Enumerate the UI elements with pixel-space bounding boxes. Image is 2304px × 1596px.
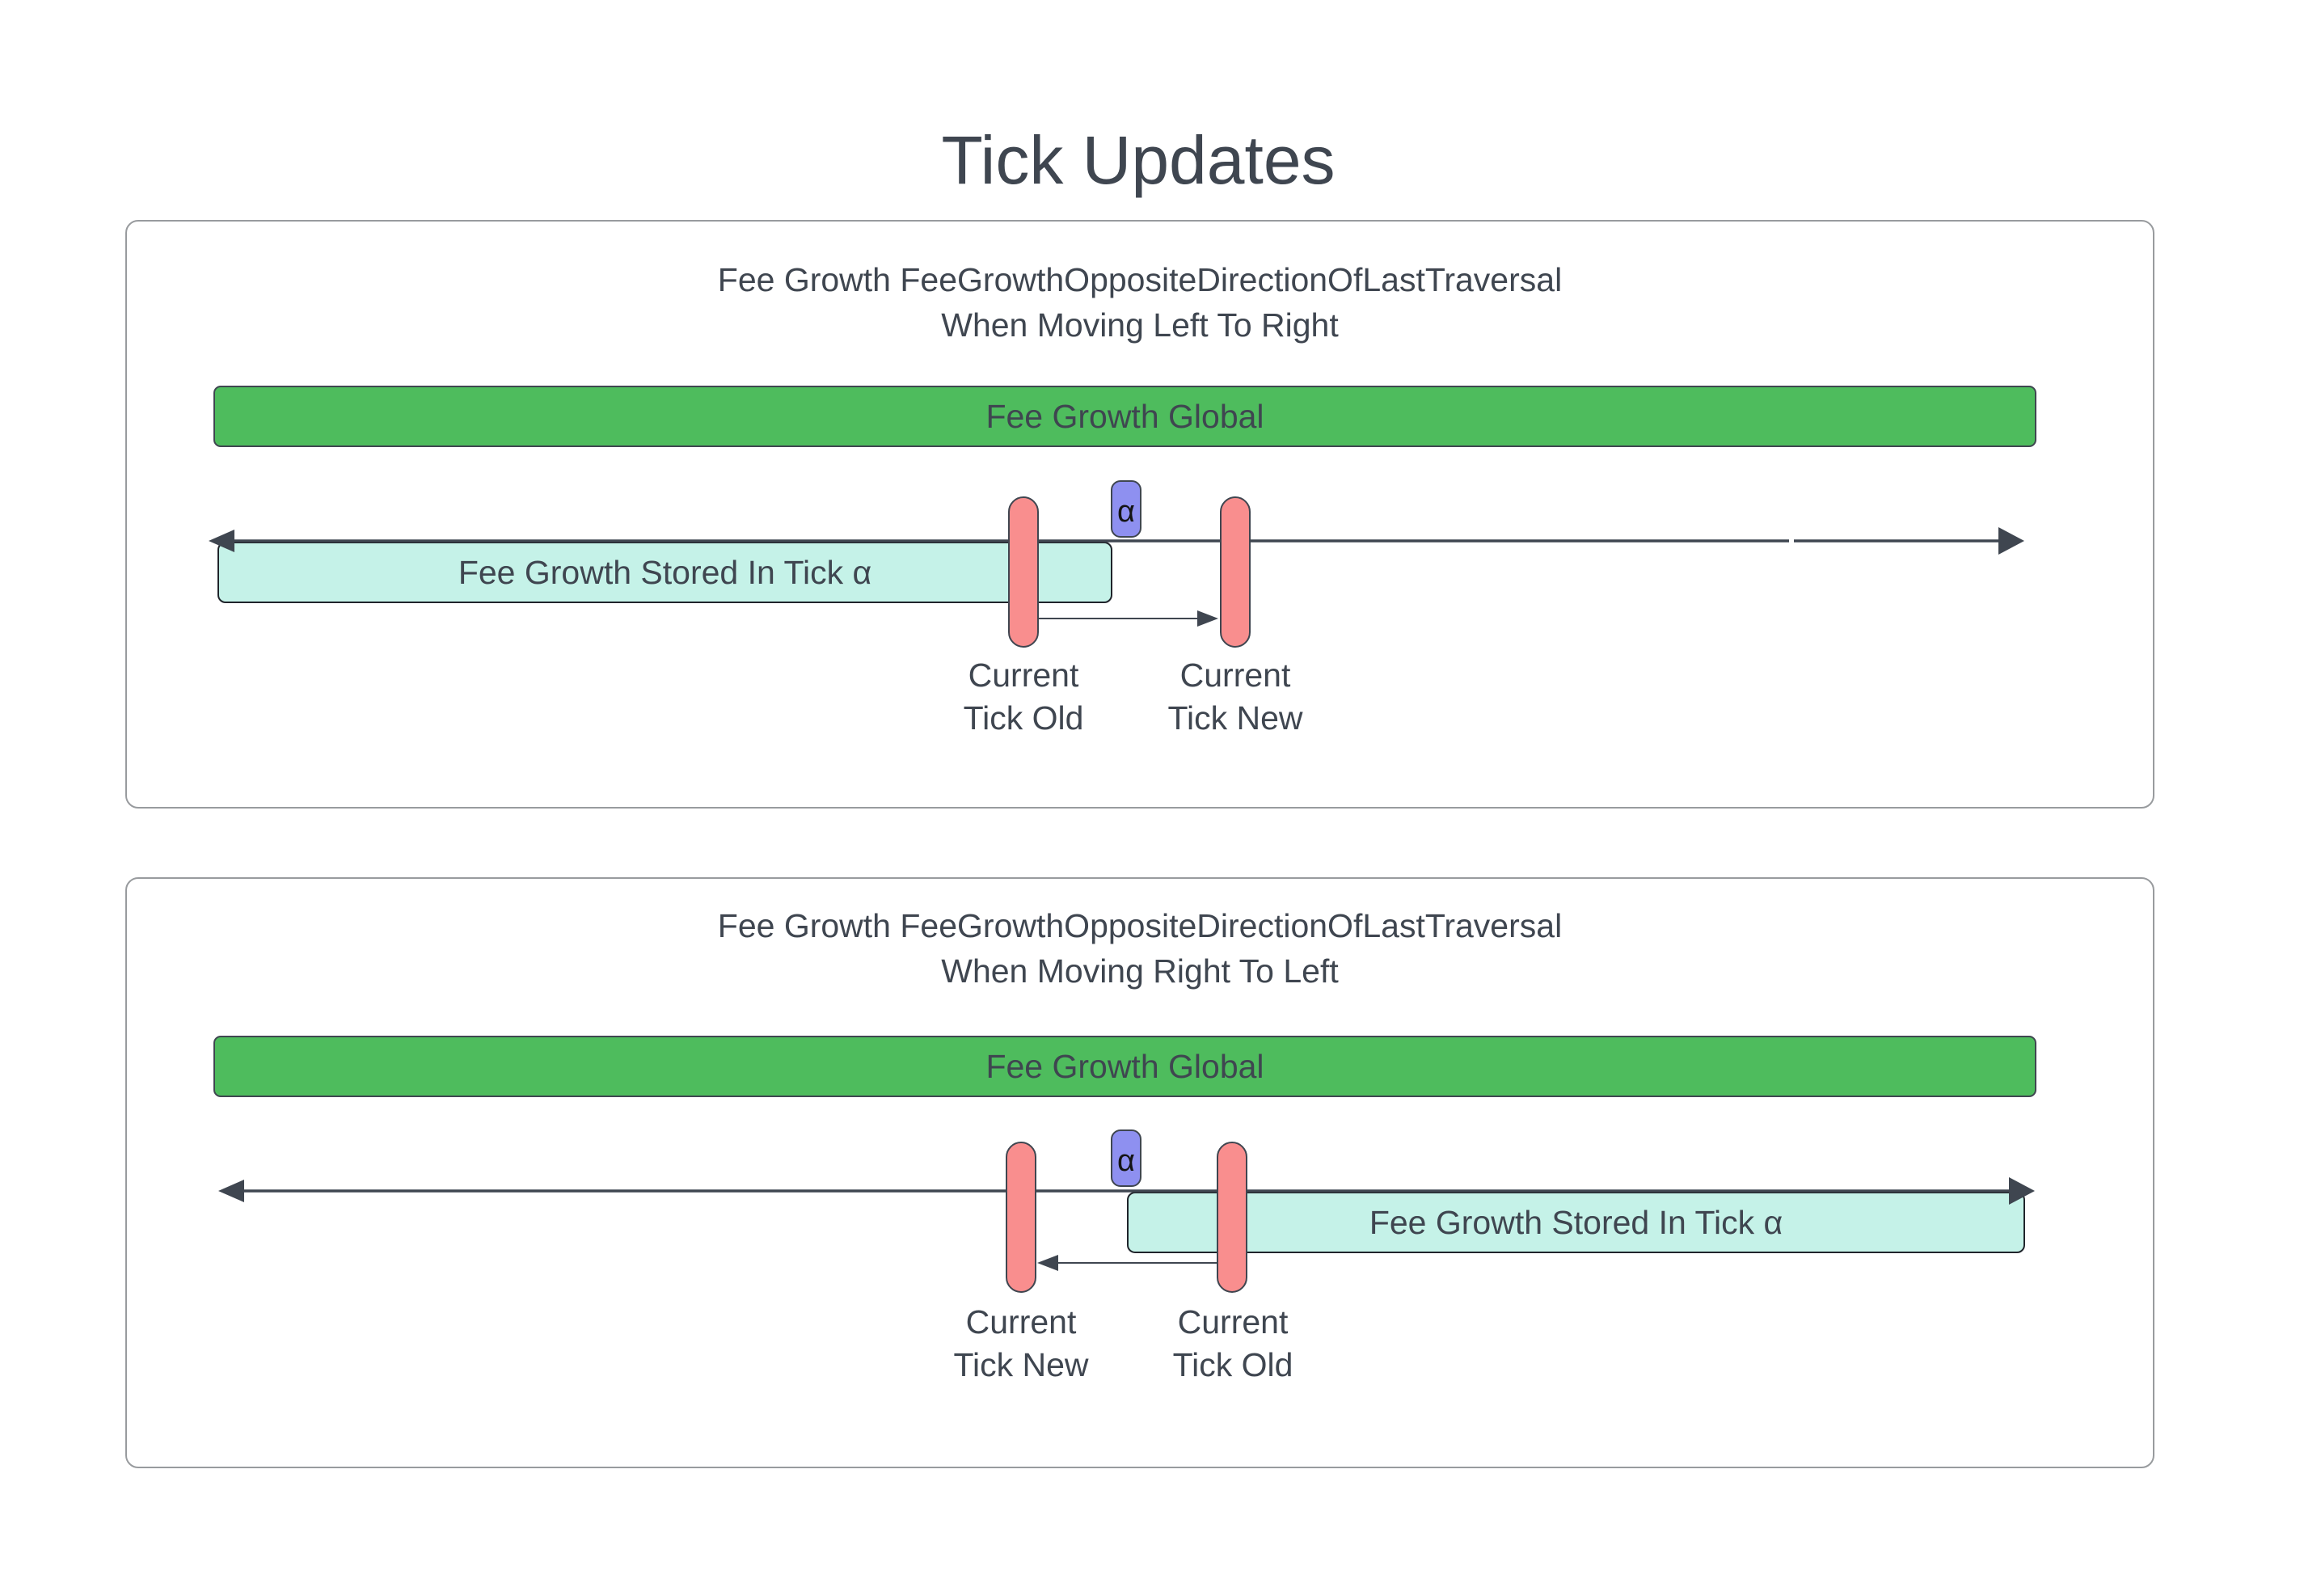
tick-label-line-1: Current	[968, 657, 1079, 694]
panel-heading-line-1: Fee Growth FeeGrowthOppositeDirectionOfL…	[717, 261, 1563, 298]
page-title: Tick Updates	[941, 122, 1336, 198]
alpha-marker: α	[1111, 1129, 1141, 1187]
axis-left-arrowhead-icon	[218, 1180, 244, 1202]
current-tick-old-marker	[1008, 496, 1039, 648]
current-tick-old-label: Current Tick Old	[902, 654, 1145, 740]
fee-growth-global-bar: Fee Growth Global	[213, 386, 2036, 447]
fee-growth-stored-label: Fee Growth Stored In Tick α	[1369, 1203, 1783, 1241]
alpha-marker: α	[1111, 480, 1141, 538]
tick-label-line-1: Current	[1177, 1303, 1289, 1341]
tick-move-arrowhead-icon	[1197, 610, 1218, 627]
panel-moving-left-to-right: Fee Growth FeeGrowthOppositeDirectionOfL…	[125, 220, 2154, 809]
alpha-label: α	[1117, 1144, 1135, 1178]
axis-right-arrowhead-icon	[1998, 527, 2024, 555]
panel-heading-line-1: Fee Growth FeeGrowthOppositeDirectionOfL…	[717, 907, 1563, 944]
tick-label-line-2: Tick Old	[963, 699, 1084, 737]
tick-label-line-2: Tick Old	[1172, 1346, 1293, 1383]
tick-label-line-1: Current	[1179, 657, 1291, 694]
tick-label-line-2: Tick New	[953, 1346, 1089, 1383]
panel-heading-line-2: When Moving Right To Left	[941, 952, 1339, 990]
fee-growth-global-bar: Fee Growth Global	[213, 1036, 2036, 1097]
panel-heading: Fee Growth FeeGrowthOppositeDirectionOfL…	[127, 257, 2153, 348]
tick-label-line-2: Tick New	[1167, 699, 1303, 737]
alpha-label: α	[1117, 495, 1135, 529]
current-tick-old-label: Current Tick Old	[1112, 1301, 1354, 1387]
fee-growth-stored-bar: Fee Growth Stored In Tick α	[217, 542, 1112, 603]
panel-moving-right-to-left: Fee Growth FeeGrowthOppositeDirectionOfL…	[125, 877, 2154, 1468]
panel-heading: Fee Growth FeeGrowthOppositeDirectionOfL…	[127, 903, 2153, 994]
fee-growth-global-label: Fee Growth Global	[985, 397, 1264, 435]
current-tick-new-marker	[1220, 496, 1251, 648]
tick-label-line-1: Current	[965, 1303, 1077, 1341]
fee-growth-stored-bar: Fee Growth Stored In Tick α	[1127, 1192, 2025, 1253]
fee-growth-stored-label: Fee Growth Stored In Tick α	[458, 553, 872, 591]
current-tick-new-label: Current Tick New	[1114, 654, 1357, 740]
current-tick-new-label: Current Tick New	[900, 1301, 1142, 1387]
current-tick-old-marker	[1217, 1142, 1247, 1293]
tick-move-arrowhead-icon	[1037, 1255, 1058, 1271]
panel-heading-line-2: When Moving Left To Right	[941, 306, 1339, 344]
fee-growth-global-label: Fee Growth Global	[985, 1047, 1264, 1085]
current-tick-new-marker	[1006, 1142, 1036, 1293]
